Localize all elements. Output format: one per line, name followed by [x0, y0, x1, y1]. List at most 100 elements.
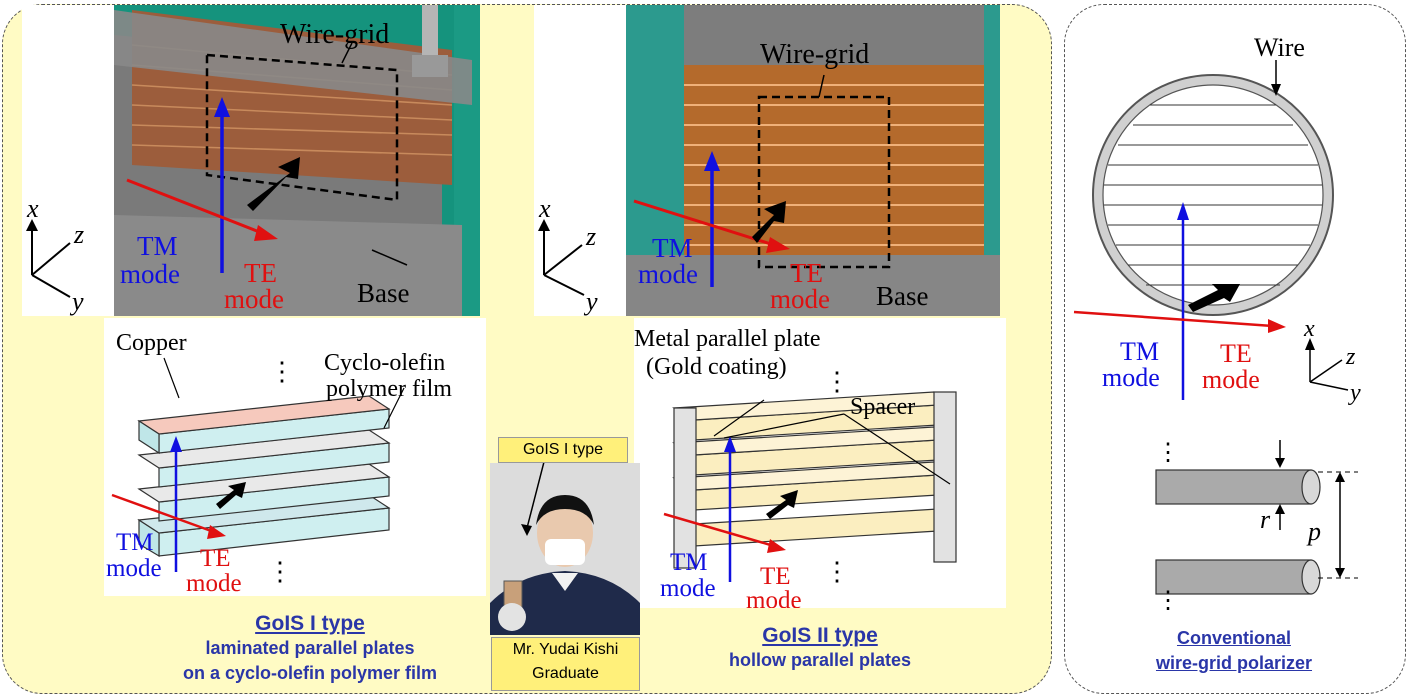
dots-top: ⋮: [824, 367, 850, 396]
label-base: Base: [876, 281, 929, 311]
caption-conventional-line2: wire-grid polarizer: [1155, 653, 1313, 673]
label-metal-line2: (Gold coating): [646, 354, 787, 380]
wire-grid-outline: [205, 53, 399, 202]
y-axis: [1309, 381, 1349, 391]
dots-bottom: ⋮: [1156, 588, 1180, 610]
z-axis: [31, 242, 71, 276]
r-arrow-top-head: [1275, 458, 1285, 468]
person-role: Graduate: [532, 665, 599, 682]
label-wire-grid: Wire-grid: [760, 39, 869, 70]
incident-arrow: [216, 482, 246, 509]
label-te-mode: mode: [1202, 365, 1260, 394]
label-tm: TM: [116, 529, 154, 556]
diagram-gois2: ⋮ ⋮ Metal parallel plate (Gold coating) …: [634, 318, 1006, 608]
tm-arrowhead: [724, 436, 736, 452]
base-bottom: [114, 215, 462, 316]
photo-gois2: Wire-grid TM mode TE mode Base x y z: [534, 5, 1000, 316]
axis-area: [22, 5, 114, 316]
caption-gois2-line1: hollow parallel plates: [728, 650, 912, 670]
photo-gois1: Wire-grid TM mode TE mode Base x y z: [22, 5, 480, 316]
caption-gois1-line1: laminated parallel plates: [205, 638, 415, 658]
person-name-box: Mr. Yudai Kishi Graduate: [491, 637, 640, 691]
hollow-plates: [672, 391, 957, 569]
dots-top: ⋮: [269, 357, 295, 386]
plate-lines: [684, 84, 984, 246]
te-arrow: [111, 493, 215, 534]
film-pointer: [383, 387, 405, 429]
te-arrowhead: [1268, 319, 1286, 333]
hair: [536, 495, 594, 525]
diagram-gois1: ⋮ ⋮ Copper Cyclo-olefin polymer film TM …: [104, 318, 486, 596]
x-axis-head: [26, 219, 38, 231]
z-axis: [1309, 359, 1343, 383]
label-x: x: [538, 194, 551, 223]
label-cyclo-line2: polymer film: [326, 376, 452, 402]
z-axis: [543, 244, 583, 276]
tm-arrowhead: [1177, 202, 1189, 220]
label-tm: TM: [137, 231, 178, 261]
tm-arrowhead: [704, 151, 720, 171]
caption-conventional-line1: Conventional: [1176, 628, 1291, 648]
label-x: x: [26, 194, 39, 223]
person-photo: [490, 463, 640, 635]
label-tm-mode: mode: [638, 259, 698, 289]
incident-arrow: [752, 201, 786, 243]
base-pointer: [371, 249, 408, 266]
label-te-mode: mode: [186, 570, 242, 596]
wire-grid-outline: [757, 95, 891, 269]
y-axis: [31, 274, 71, 298]
dots-top: ⋮: [1156, 440, 1180, 466]
te-arrow: [1073, 310, 1274, 328]
label-te-mode: mode: [770, 284, 830, 314]
person-tag: GoIS I type: [498, 437, 628, 463]
wire-rod-lower: [1155, 559, 1321, 595]
label-wire: Wire: [1254, 33, 1305, 62]
x-axis-head: [538, 219, 550, 231]
aperture: [1102, 84, 1324, 306]
te-arrow: [126, 178, 263, 235]
diagram-conventional: Wire TM mode TE mode x y z ⋮ ⋮ r p: [1068, 20, 1402, 610]
incident-arrow: [247, 157, 300, 211]
screw: [422, 5, 438, 65]
label-te-mode: mode: [746, 587, 802, 608]
label-x: x: [1303, 316, 1315, 342]
person-name: Mr. Yudai Kishi: [512, 641, 619, 658]
mask: [545, 539, 585, 565]
tm-arrowhead: [214, 97, 230, 117]
te-arrow: [633, 199, 775, 247]
label-cyclo-line1: Cyclo-olefin: [324, 350, 445, 376]
te-arrowhead: [254, 225, 278, 241]
label-wire-grid: Wire-grid: [280, 19, 389, 50]
caption-gois2: GoIS II type hollow parallel plates: [680, 624, 960, 673]
tm-arrowhead: [170, 436, 182, 452]
axis-area: [534, 5, 626, 316]
te-arrowhead: [767, 539, 786, 553]
wires: [1104, 104, 1322, 286]
caption-gois1: GoIS I type laminated parallel plates on…: [150, 612, 470, 686]
label-y: y: [583, 287, 598, 316]
wire-pointer-head: [1271, 84, 1281, 96]
glove-hand: [498, 603, 526, 631]
caption-conventional: Conventional wire-grid polarizer: [1084, 626, 1384, 676]
label-te: TE: [244, 258, 277, 288]
top-block: [684, 5, 984, 65]
label-y: y: [1348, 380, 1361, 406]
caption-gois1-line2: on a cyclo-olefin polymer film: [182, 663, 438, 683]
dots-bottom: ⋮: [267, 557, 293, 586]
p-dimension-bottom: [1335, 568, 1345, 578]
label-tm-mode: mode: [660, 575, 716, 602]
label-base: Base: [357, 278, 410, 308]
base-block: [626, 255, 1000, 316]
collar: [552, 573, 578, 591]
label-p: p: [1306, 517, 1321, 546]
y-axis: [543, 274, 585, 296]
top-bar: [114, 10, 472, 105]
copper-pointer: [163, 357, 180, 399]
grid-pointer: [341, 42, 353, 64]
label-spacer: Spacer: [850, 394, 915, 420]
label-z: z: [1345, 344, 1356, 370]
label-tm: TM: [1120, 337, 1159, 366]
label-te: TE: [200, 545, 231, 572]
spacer-pointer-1: [723, 413, 845, 439]
p-dimension-top: [1335, 472, 1345, 482]
